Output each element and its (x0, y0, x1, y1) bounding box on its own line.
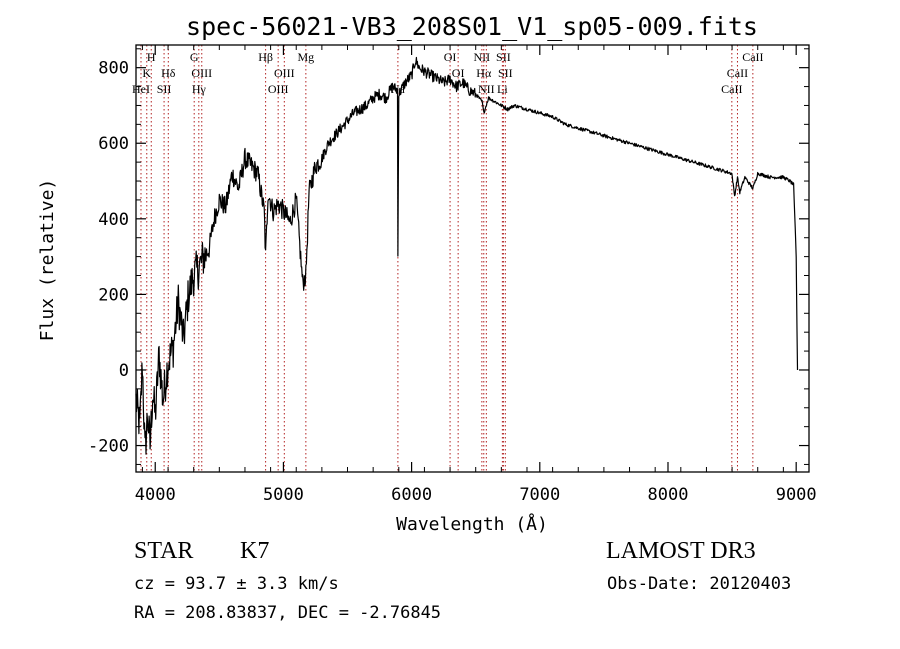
survey-name: LAMOST DR3 (606, 538, 756, 564)
x-axis: 4000 5000 6000 7000 8000 9000 (135, 45, 817, 505)
spectrum-series-line (135, 56, 799, 455)
y-tick-label: -200 (88, 437, 129, 457)
y-tick-label: 400 (98, 210, 129, 230)
line-marker-label: SII (498, 66, 513, 80)
line-marker-label: Hδ (161, 66, 176, 80)
x-tick-label: 6000 (391, 485, 432, 505)
y-axis: -200 0 200 400 600 800 (88, 48, 809, 465)
line-marker-label: CaII (721, 82, 742, 96)
line-marker-label: Hα (476, 66, 492, 80)
y-tick-label: 600 (98, 134, 129, 154)
line-marker-label: K (142, 66, 151, 80)
redshift-velocity: cz = 93.7 ± 3.3 km/s (134, 574, 339, 594)
line-marker-label: CaII (727, 66, 748, 80)
line-marker-label: HeI (132, 82, 150, 96)
line-marker-label: H (147, 50, 156, 64)
line-marker-label: Hβ (258, 50, 273, 64)
line-marker-label: Li (497, 82, 508, 96)
y-tick-label: 200 (98, 285, 129, 305)
line-marker-label: OIII (274, 66, 295, 80)
plot-frame (135, 44, 810, 473)
line-marker-label: G (190, 50, 199, 64)
observation-date: Obs-Date: 20120403 (607, 574, 792, 594)
x-tick-label: 8000 (648, 485, 689, 505)
line-marker-label: OI (444, 50, 457, 64)
y-axis-label: Flux (relative) (37, 179, 58, 342)
x-tick-label: 5000 (263, 485, 304, 505)
x-tick-label: 7000 (519, 485, 560, 505)
line-marker-label: OI (452, 66, 465, 80)
line-marker-label: NII (474, 50, 491, 64)
x-tick-label: 9000 (776, 485, 817, 505)
line-marker-label: OIII (191, 66, 212, 80)
x-axis-label: Wavelength (Å) (396, 513, 548, 535)
line-marker-label: CaII (742, 50, 763, 64)
object-class: STAR (134, 538, 194, 564)
line-marker-label: NII (478, 82, 495, 96)
line-marker-label: SII (496, 50, 511, 64)
chart-title: spec-56021-VB3_208S01_V1_sp05-009.fits (186, 12, 758, 41)
y-tick-label: 0 (119, 361, 129, 381)
coordinates: RA = 208.83837, DEC = -2.76845 (134, 603, 442, 623)
line-marker-label: SII (157, 82, 172, 96)
line-marker-label: Mg (298, 50, 315, 64)
line-marker-label: Hγ (192, 82, 207, 96)
object-subclass: K7 (240, 538, 270, 564)
x-tick-label: 4000 (135, 485, 176, 505)
y-tick-label: 800 (98, 59, 129, 79)
line-marker-label: OIII (268, 82, 289, 96)
